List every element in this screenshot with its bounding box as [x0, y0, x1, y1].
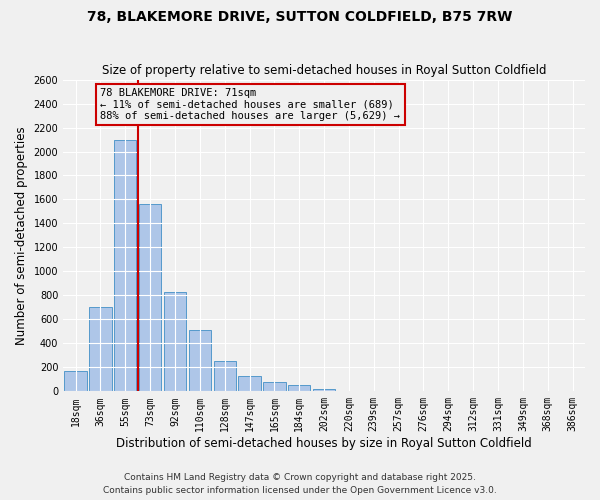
- Bar: [263, 382, 286, 392]
- Title: Size of property relative to semi-detached houses in Royal Sutton Coldfield: Size of property relative to semi-detach…: [102, 64, 547, 77]
- Bar: [288, 386, 310, 392]
- Bar: [188, 330, 211, 392]
- Bar: [214, 361, 236, 392]
- Text: Contains HM Land Registry data © Crown copyright and database right 2025.
Contai: Contains HM Land Registry data © Crown c…: [103, 474, 497, 495]
- Bar: [313, 389, 335, 392]
- Bar: [238, 376, 261, 392]
- Bar: [139, 204, 161, 392]
- Bar: [89, 308, 112, 392]
- X-axis label: Distribution of semi-detached houses by size in Royal Sutton Coldfield: Distribution of semi-detached houses by …: [116, 437, 532, 450]
- Text: 78 BLAKEMORE DRIVE: 71sqm
← 11% of semi-detached houses are smaller (689)
88% of: 78 BLAKEMORE DRIVE: 71sqm ← 11% of semi-…: [100, 88, 400, 121]
- Bar: [114, 140, 136, 392]
- Bar: [64, 371, 87, 392]
- Y-axis label: Number of semi-detached properties: Number of semi-detached properties: [15, 126, 28, 345]
- Text: 78, BLAKEMORE DRIVE, SUTTON COLDFIELD, B75 7RW: 78, BLAKEMORE DRIVE, SUTTON COLDFIELD, B…: [88, 10, 512, 24]
- Bar: [164, 292, 186, 392]
